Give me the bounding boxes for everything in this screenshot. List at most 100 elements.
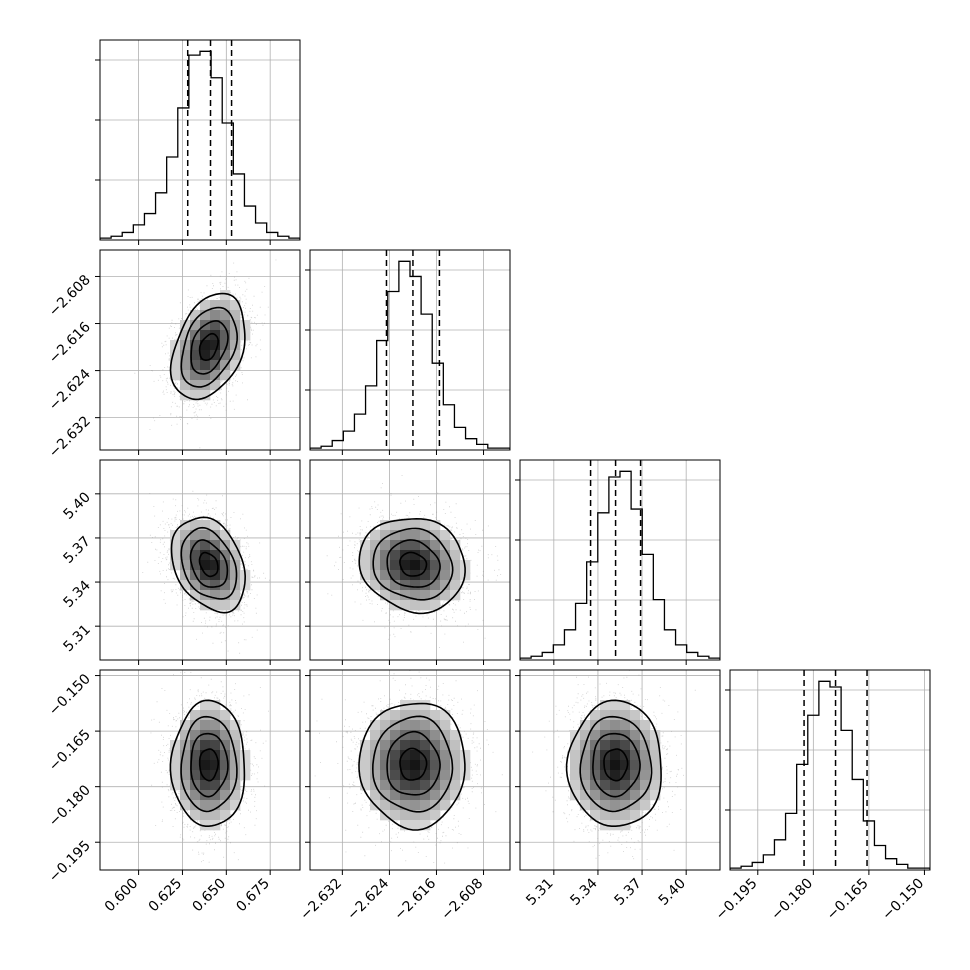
density-cell bbox=[400, 710, 411, 721]
density-cell bbox=[200, 700, 211, 711]
density-cell bbox=[430, 590, 441, 601]
density-cell bbox=[190, 340, 201, 351]
density-cell bbox=[630, 710, 641, 721]
contour-2-1-2 bbox=[372, 527, 454, 601]
density-cell bbox=[590, 710, 601, 721]
density-cell bbox=[190, 710, 201, 721]
density-cell bbox=[420, 780, 431, 791]
density-cell bbox=[370, 560, 381, 571]
density-cell bbox=[580, 760, 591, 771]
density-cell bbox=[590, 780, 601, 791]
density-cell bbox=[620, 790, 631, 801]
y-tick-label: 5.31 bbox=[60, 622, 93, 655]
density-cell bbox=[210, 560, 221, 571]
density-cell bbox=[450, 780, 461, 791]
x-tick-label: 5.31 bbox=[523, 876, 556, 909]
density-cell bbox=[640, 790, 651, 801]
density-cell bbox=[190, 580, 201, 591]
density-cell bbox=[200, 300, 211, 311]
density-cell bbox=[380, 570, 391, 581]
density-cell bbox=[420, 810, 431, 821]
contour-2-1-1 bbox=[386, 539, 441, 588]
contour-3-1-1 bbox=[386, 730, 441, 796]
density-cell bbox=[620, 800, 631, 811]
density-cell bbox=[610, 770, 621, 781]
density-cell bbox=[380, 550, 391, 561]
density-cell bbox=[210, 710, 221, 721]
x-tick-label: 0.650 bbox=[189, 876, 229, 916]
density-cell bbox=[580, 720, 591, 731]
density-cell bbox=[230, 770, 241, 781]
density-cell bbox=[400, 530, 411, 541]
density-cell bbox=[200, 790, 211, 801]
contour-3-1-2 bbox=[371, 715, 454, 813]
y-tick-label: 5.37 bbox=[60, 533, 93, 566]
density-cell bbox=[430, 710, 441, 721]
density-cell bbox=[390, 530, 401, 541]
density-cell bbox=[630, 810, 641, 821]
density-cell bbox=[440, 550, 451, 561]
density-cell bbox=[210, 350, 221, 361]
density-cell bbox=[200, 350, 211, 361]
density-cell bbox=[180, 760, 191, 771]
histogram-2 bbox=[520, 470, 720, 660]
density-cell bbox=[590, 810, 601, 821]
density-cell bbox=[390, 520, 401, 531]
density-cell bbox=[180, 530, 191, 541]
density-cell bbox=[590, 790, 601, 801]
density-cell bbox=[450, 740, 461, 751]
contour-1-0-2 bbox=[180, 306, 239, 388]
contour-3-1-3 bbox=[358, 702, 466, 831]
density-cell bbox=[210, 380, 221, 391]
density-cell bbox=[430, 600, 441, 611]
density-cell bbox=[200, 560, 211, 571]
density-cell bbox=[220, 570, 231, 581]
density-cell bbox=[410, 730, 421, 741]
density-cell bbox=[190, 360, 201, 371]
density-cell bbox=[420, 820, 431, 831]
density-cell bbox=[380, 530, 391, 541]
density-cell bbox=[430, 750, 441, 761]
density-cell bbox=[220, 720, 231, 731]
density-cell bbox=[640, 800, 651, 811]
density-cell bbox=[180, 550, 191, 561]
density-cell bbox=[580, 800, 591, 811]
density-cell bbox=[620, 780, 631, 791]
density-cell bbox=[380, 580, 391, 591]
density-cell bbox=[170, 540, 181, 551]
panel-frame bbox=[99, 669, 301, 871]
density-cell bbox=[200, 780, 211, 791]
density-cell bbox=[220, 800, 231, 811]
density-cell bbox=[190, 370, 201, 381]
density-cell bbox=[450, 560, 461, 571]
density-cell bbox=[210, 780, 221, 791]
density-cell bbox=[410, 580, 421, 591]
density-cell bbox=[630, 750, 641, 761]
contour-3-0-2 bbox=[180, 715, 238, 813]
density-cell bbox=[190, 770, 201, 781]
density-cell bbox=[390, 560, 401, 571]
density-cell bbox=[380, 760, 391, 771]
density-2-1 bbox=[326, 475, 502, 648]
density-cell bbox=[370, 770, 381, 781]
density-cell bbox=[180, 780, 191, 791]
density-cell bbox=[650, 740, 661, 751]
density-cell bbox=[170, 350, 181, 361]
density-cell bbox=[440, 790, 451, 801]
density-cell bbox=[230, 800, 241, 811]
density-cell bbox=[610, 800, 621, 811]
density-cell bbox=[600, 810, 611, 821]
density-cell bbox=[170, 530, 181, 541]
density-cell bbox=[400, 800, 411, 811]
density-cell bbox=[590, 760, 601, 771]
density-cell bbox=[180, 320, 191, 331]
density-cell bbox=[360, 560, 371, 571]
density-cell bbox=[200, 770, 211, 781]
density-cell bbox=[370, 720, 381, 731]
density-cell bbox=[400, 520, 411, 531]
density-cell bbox=[200, 570, 211, 581]
density-cell bbox=[440, 590, 451, 601]
density-cell bbox=[650, 790, 661, 801]
density-cell bbox=[180, 790, 191, 801]
density-cell bbox=[400, 730, 411, 741]
